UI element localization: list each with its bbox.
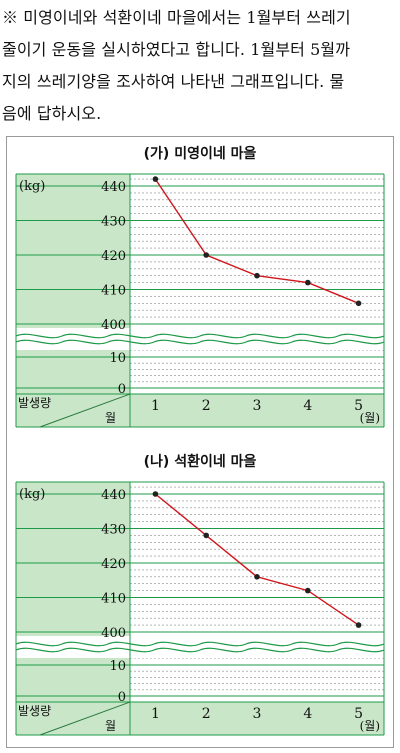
corner-label-bottom: 월 bbox=[105, 719, 116, 733]
data-point bbox=[152, 491, 159, 497]
data-point bbox=[152, 176, 159, 182]
problem-text: ※ 미영이네와 석환이네 마을에서는 1월부터 쓰레기 줄이기 운동을 실시하였… bbox=[2, 2, 396, 130]
corner-diagonal bbox=[39, 701, 131, 736]
x-unit-label: (월) bbox=[360, 719, 380, 733]
x-tick-label: 2 bbox=[202, 706, 211, 722]
x-unit-label: (월) bbox=[360, 411, 380, 425]
x-axis-panel bbox=[130, 702, 384, 735]
y-unit-label: (kg) bbox=[19, 487, 45, 502]
data-point bbox=[355, 622, 362, 628]
problem-line-1: ※ 미영이네와 석환이네 마을에서는 1월부터 쓰레기 bbox=[2, 8, 351, 27]
axis-break-wave bbox=[15, 647, 385, 653]
corner-label-bottom: 월 bbox=[105, 411, 116, 425]
y-tick-label: 0 bbox=[118, 382, 126, 397]
data-point bbox=[254, 272, 260, 279]
axis-break-mask bbox=[16, 328, 384, 350]
y-axis-panel bbox=[16, 174, 130, 427]
y-tick-label: 430 bbox=[101, 215, 126, 230]
y-tick-label: 440 bbox=[101, 488, 126, 503]
axis-break-mask bbox=[16, 636, 384, 658]
y-tick-label: 420 bbox=[101, 249, 126, 264]
y-tick-label: 440 bbox=[101, 180, 126, 195]
y-axis-panel bbox=[16, 482, 130, 735]
corner-label-top: 발생량 bbox=[18, 704, 51, 718]
y-tick-label: 10 bbox=[109, 659, 126, 674]
problem-line-3: 지의 쓰레기양을 조사하여 나타낸 그래프입니다. 물 bbox=[2, 72, 345, 91]
x-axis-panel bbox=[130, 394, 384, 427]
axis-break-wave bbox=[15, 641, 385, 647]
y-tick-label: 410 bbox=[101, 284, 126, 299]
axis-break-wave bbox=[15, 333, 385, 339]
axis-break-wave bbox=[15, 339, 385, 345]
x-tick-label: 4 bbox=[303, 706, 312, 722]
corner-label-top: 발생량 bbox=[18, 396, 51, 410]
corner-diagonal bbox=[39, 393, 131, 428]
x-tick-label: 2 bbox=[202, 398, 211, 414]
data-point bbox=[305, 587, 311, 594]
data-point bbox=[254, 574, 260, 580]
problem-line-4: 음에 답하시오. bbox=[2, 104, 102, 123]
x-tick-label: 1 bbox=[151, 398, 160, 414]
chart-title-b: (나) 석환이네 마을 bbox=[143, 454, 257, 470]
x-tick-label: 1 bbox=[151, 706, 160, 722]
x-tick-label: 3 bbox=[253, 706, 262, 722]
data-point bbox=[203, 532, 209, 539]
series-line bbox=[154, 178, 359, 304]
y-tick-label: 420 bbox=[101, 557, 126, 572]
y-tick-label: 400 bbox=[101, 626, 126, 641]
x-tick-label: 5 bbox=[354, 706, 363, 722]
y-tick-label: 400 bbox=[101, 318, 126, 333]
x-tick-label: 5 bbox=[354, 398, 363, 414]
data-point bbox=[355, 300, 362, 307]
data-point bbox=[305, 279, 311, 286]
y-tick-label: 410 bbox=[101, 592, 126, 607]
y-tick-label: 0 bbox=[118, 690, 126, 705]
chart-title-a: (가) 미영이네 마을 bbox=[143, 146, 257, 162]
x-tick-label: 3 bbox=[253, 398, 262, 414]
x-tick-label: 4 bbox=[303, 398, 312, 414]
problem-line-2: 줄이기 운동을 실시하였다고 합니다. 1월부터 5월까 bbox=[2, 40, 351, 59]
y-tick-label: 430 bbox=[101, 523, 126, 538]
y-unit-label: (kg) bbox=[19, 179, 45, 194]
series-line bbox=[154, 493, 359, 626]
y-tick-label: 10 bbox=[109, 351, 126, 366]
data-point bbox=[203, 252, 209, 258]
